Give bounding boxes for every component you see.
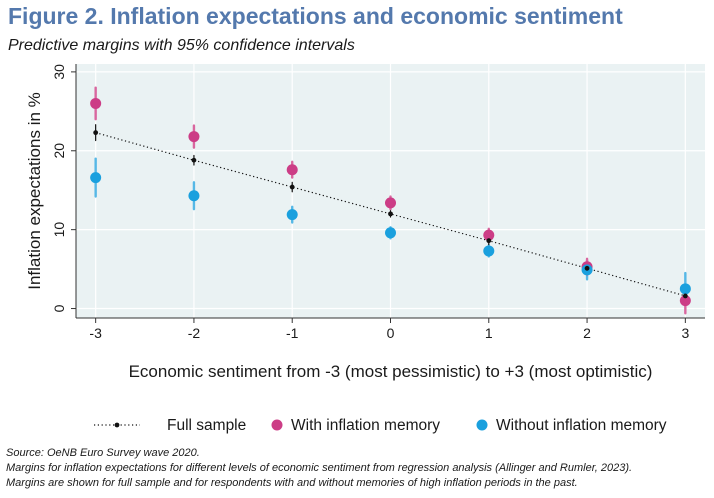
point-with-memory <box>385 197 396 209</box>
x-tick-label: -2 <box>188 325 201 341</box>
point-full-sample <box>486 238 492 244</box>
point-without-memory <box>679 283 691 295</box>
point-full-sample <box>388 211 393 217</box>
figure-title: Figure 2. Inflation expectations and eco… <box>8 3 623 29</box>
legend-with-memory-marker <box>271 419 283 431</box>
figure-subtitle: Predictive margins with 95% confidence i… <box>8 37 355 54</box>
x-tick-label: 1 <box>485 325 493 341</box>
axes: 0 10 20 30 -3 -2 -1 0 1 2 3 <box>51 64 705 341</box>
y-axis-title: Inflation expectations in % <box>25 92 44 290</box>
y-tick-label: 0 <box>51 304 67 312</box>
point-full-sample <box>93 130 99 136</box>
point-without-memory <box>188 190 200 202</box>
data-points <box>90 97 691 307</box>
source-note: Source: OeNB Euro Survey wave 2020. <box>6 447 200 459</box>
x-tick-label: -3 <box>89 325 102 341</box>
point-without-memory <box>385 227 396 239</box>
x-tick-label: 0 <box>387 325 395 341</box>
point-without-memory <box>286 209 298 221</box>
point-without-memory <box>483 245 495 257</box>
point-full-sample <box>584 265 590 271</box>
y-tick-label: 30 <box>51 64 67 80</box>
legend: Full sample With inflation memory Without … <box>94 417 667 434</box>
x-axis-title: Economic sentiment from -3 (most pessimi… <box>129 362 653 381</box>
point-full-sample <box>191 157 197 163</box>
legend-without-memory-label: Without inflation memory <box>496 417 667 434</box>
x-tick-label: 2 <box>583 325 591 341</box>
point-without-memory <box>90 172 102 184</box>
sample-note: Margins are shown for full sample and fo… <box>6 477 578 489</box>
point-with-memory <box>286 164 298 176</box>
point-full-sample <box>682 293 688 299</box>
y-tick-label: 10 <box>51 222 67 238</box>
x-tick-label: 3 <box>681 325 689 341</box>
x-tick-label: -1 <box>286 325 299 341</box>
legend-full-marker <box>114 422 120 428</box>
point-with-memory <box>188 131 200 143</box>
y-tick-label: 20 <box>51 143 67 159</box>
method-note: Margins for inflation expectations for d… <box>6 462 633 474</box>
point-with-memory <box>483 229 495 241</box>
footnotes: Source: OeNB Euro Survey wave 2020. Marg… <box>6 446 632 491</box>
point-full-sample <box>289 184 295 190</box>
point-with-memory <box>90 97 102 109</box>
point-with-memory <box>679 295 691 307</box>
legend-without-memory-marker <box>476 419 488 431</box>
chart: 0 10 20 30 -3 -2 -1 0 1 2 3 Economic sentiment fro… <box>25 64 705 434</box>
legend-with-memory-label: With inflation memory <box>291 417 440 434</box>
legend-full-label: Full sample <box>167 417 246 434</box>
